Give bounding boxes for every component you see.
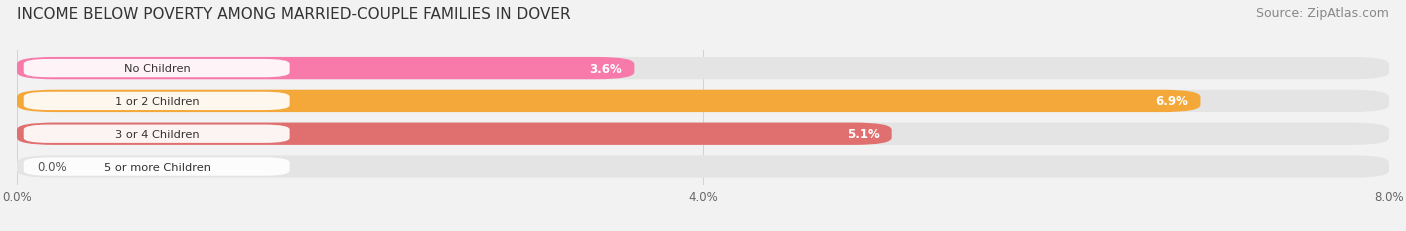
Text: No Children: No Children — [124, 64, 191, 74]
Text: 0.0%: 0.0% — [38, 160, 67, 173]
Text: 5.1%: 5.1% — [846, 128, 880, 141]
Text: Source: ZipAtlas.com: Source: ZipAtlas.com — [1256, 7, 1389, 20]
FancyBboxPatch shape — [24, 125, 290, 143]
FancyBboxPatch shape — [17, 58, 1389, 80]
Text: INCOME BELOW POVERTY AMONG MARRIED-COUPLE FAMILIES IN DOVER: INCOME BELOW POVERTY AMONG MARRIED-COUPL… — [17, 7, 571, 22]
Text: 1 or 2 Children: 1 or 2 Children — [115, 97, 200, 106]
FancyBboxPatch shape — [17, 123, 1389, 145]
FancyBboxPatch shape — [24, 92, 290, 111]
FancyBboxPatch shape — [17, 156, 1389, 178]
Text: 5 or more Children: 5 or more Children — [104, 162, 211, 172]
FancyBboxPatch shape — [17, 123, 891, 145]
Text: 3 or 4 Children: 3 or 4 Children — [115, 129, 200, 139]
FancyBboxPatch shape — [17, 58, 634, 80]
FancyBboxPatch shape — [24, 158, 290, 176]
FancyBboxPatch shape — [17, 90, 1201, 112]
Text: 3.6%: 3.6% — [589, 62, 623, 75]
FancyBboxPatch shape — [24, 60, 290, 78]
FancyBboxPatch shape — [17, 90, 1389, 112]
Text: 6.9%: 6.9% — [1156, 95, 1188, 108]
